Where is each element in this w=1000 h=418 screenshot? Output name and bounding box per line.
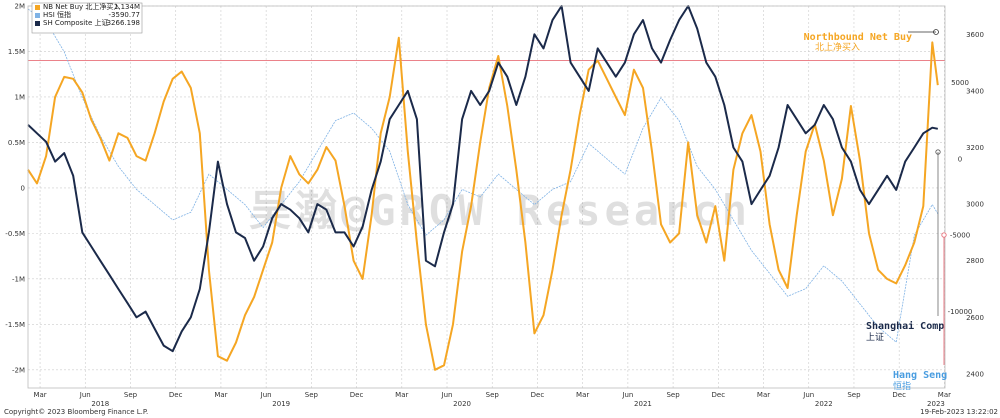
x-month-label: Sep	[305, 391, 319, 399]
x-month-label: Jun	[79, 391, 91, 399]
x-month-label: Jun	[441, 391, 453, 399]
x-month-label: Dec	[350, 391, 364, 399]
right-hsi-tick-label: 0	[958, 155, 962, 163]
x-month-label: Dec	[169, 391, 183, 399]
annotation-marker-sh	[935, 149, 941, 155]
x-month-label: Jun	[621, 391, 633, 399]
right-sh-tick-label: 3000	[966, 201, 984, 209]
annotation-northbound-cn: 北上净买入	[815, 41, 860, 53]
left-tick-label: -0.5M	[5, 230, 25, 238]
x-month-label: Mar	[395, 391, 408, 399]
right-sh-tick-label: 2400	[966, 370, 984, 378]
legend-value: 3266.198	[107, 19, 140, 27]
x-month-label: Sep	[486, 391, 500, 399]
left-tick-label: -2M	[12, 366, 25, 374]
x-month-label: Dec	[892, 391, 906, 399]
footer-copyright: Copyright© 2023 Bloomberg Finance L.P.	[4, 408, 148, 416]
right-sh-tick-label: 3200	[966, 144, 984, 152]
legend-label: SH Composite 上证	[43, 18, 109, 27]
legend-swatch	[35, 13, 40, 18]
x-month-label: Jun	[260, 391, 272, 399]
axes: 2M 1.5M 1M 0.5M 0 -0.5M -1M -1.5M -2M 3600 3400 320…	[5, 3, 984, 409]
x-month-label: Dec	[712, 391, 726, 399]
x-year-label: 2018	[91, 400, 109, 408]
legend-label: HSI 恒指	[43, 10, 71, 19]
x-year-label: 2020	[453, 400, 471, 408]
right-sh-tick-label: 2600	[966, 314, 984, 322]
left-tick-label: 0	[21, 184, 25, 192]
right-hsi-tick-label: -10000	[948, 308, 973, 316]
x-month-label: Jun	[802, 391, 814, 399]
x-year-label: 2021	[634, 400, 652, 408]
x-month-label: Dec	[531, 391, 545, 399]
legend-value: -3590.77	[109, 11, 140, 19]
legend-box	[31, 2, 143, 34]
left-tick-label: 1.5M	[8, 48, 25, 56]
right-hsi-tick-label: -5000	[950, 232, 970, 240]
left-tick-label: 2M	[15, 3, 26, 11]
series-line-2	[27, 8, 939, 343]
grid	[28, 5, 945, 388]
annotation-marker-nb	[933, 29, 939, 35]
legend-label: NB Net Buy 北上净买入	[43, 2, 120, 11]
x-month-label: Mar	[938, 391, 951, 399]
plot-frame	[27, 5, 946, 389]
left-tick-label: -1.5M	[5, 321, 25, 329]
series-line-1	[27, 5, 938, 353]
x-month-label: Sep	[666, 391, 680, 399]
footer-timestamp: 19-Feb-2023 13:22:02	[920, 408, 998, 416]
x-month-label: Mar	[214, 391, 227, 399]
x-year-label: 2019	[272, 400, 290, 408]
left-tick-label: 0.5M	[8, 139, 25, 147]
series-line-0	[27, 36, 939, 371]
right-sh-tick-label: 2800	[966, 257, 984, 265]
series-group	[27, 5, 939, 371]
annotation-marker-hs	[941, 232, 947, 238]
annotation-shanghai-cn: 上证	[866, 332, 884, 343]
x-month-label: Mar	[33, 391, 46, 399]
right-sh-tick-label: 3600	[966, 31, 984, 39]
x-year-label: 2022	[815, 400, 833, 408]
legend-swatch	[35, 5, 40, 10]
left-tick-label: -1M	[12, 275, 25, 283]
x-year-label: 2023	[927, 400, 945, 408]
x-month-label: Mar	[757, 391, 770, 399]
left-tick-label: 1M	[15, 93, 26, 101]
x-month-label: Sep	[124, 391, 138, 399]
x-month-label: Mar	[576, 391, 589, 399]
annotation-shanghai: Shanghai Comp	[866, 320, 944, 332]
watermark: 吴瀚@GROW Research	[249, 186, 751, 235]
annotation-northbound: Northbound Net Buy	[804, 32, 912, 43]
legend-value: 1.134M	[114, 3, 140, 11]
x-month-label: Sep	[847, 391, 861, 399]
right-sh-tick-label: 3400	[966, 87, 984, 95]
annotation-hangseng: Hang Seng	[893, 370, 947, 381]
right-hsi-tick-label: 5000	[951, 79, 969, 87]
annotation-hangseng-cn: 恒指	[893, 380, 911, 392]
legend-swatch	[35, 21, 40, 26]
